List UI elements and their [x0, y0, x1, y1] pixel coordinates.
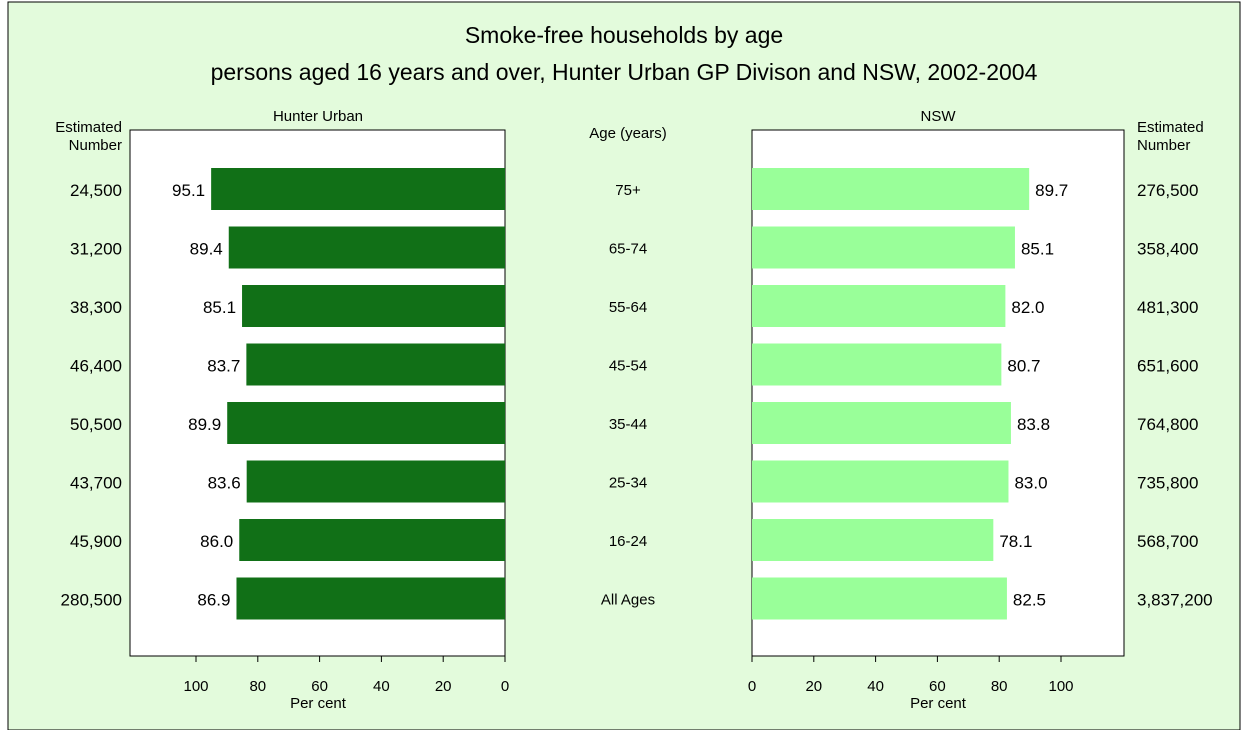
left-panel-title: Hunter Urban: [273, 108, 363, 125]
bar-hunter-urban: [227, 402, 506, 444]
data-label-hunter-urban: 86.0: [200, 532, 233, 551]
left-plot-area: [129, 129, 506, 657]
category-header: Age (years): [589, 125, 667, 142]
category-label: 55-64: [609, 299, 647, 316]
category-label: All Ages: [601, 592, 655, 609]
category-label: 16-24: [609, 533, 647, 550]
bar-nsw: [752, 168, 1030, 210]
bar-nsw: [752, 226, 1015, 269]
bar-nsw: [752, 343, 1002, 386]
bar-hunter-urban: [246, 343, 505, 386]
data-label-hunter-urban: 89.4: [190, 240, 223, 259]
estimated-number-hunter-urban: 46,400: [70, 357, 122, 376]
right-plot-area: [751, 129, 1125, 657]
chart-marks: 75+ 95.1 24,500 89.7 276,500 65-74 89.4 31,200 8…: [61, 168, 1213, 695]
category-label: 65-74: [609, 241, 647, 258]
category-label: 25-34: [609, 475, 647, 492]
right-x-axis-label: Per cent: [910, 695, 967, 712]
bar-nsw: [752, 460, 1009, 503]
bar-hunter-urban: [211, 168, 506, 210]
x-tick-label-nsw: 80: [991, 678, 1008, 695]
x-tick-label-hunter-urban: 80: [249, 678, 266, 695]
x-tick-label-hunter-urban: 40: [373, 678, 390, 695]
x-tick-label-hunter-urban: 100: [183, 678, 208, 695]
estimated-number-hunter-urban: 43,700: [70, 474, 122, 493]
data-label-nsw: 80.7: [1007, 357, 1040, 376]
estimated-number-hunter-urban: 45,900: [70, 532, 122, 551]
data-label-hunter-urban: 83.7: [207, 357, 240, 376]
estimated-number-nsw: 651,600: [1137, 357, 1198, 376]
bar-nsw: [752, 519, 994, 561]
category-label: 35-44: [609, 416, 647, 433]
estimated-number-hunter-urban: 24,500: [70, 181, 122, 200]
data-label-nsw: 82.5: [1013, 591, 1046, 610]
x-tick-label-nsw: 40: [867, 678, 884, 695]
category-label: 45-54: [609, 358, 647, 375]
estimated-number-nsw: 481,300: [1137, 298, 1198, 317]
right-estimated-number-label-line1: Estimated: [1137, 119, 1204, 136]
estimated-number-hunter-urban: 280,500: [61, 591, 122, 610]
bar-hunter-urban: [246, 460, 505, 503]
estimated-number-nsw: 358,400: [1137, 240, 1198, 259]
data-label-hunter-urban: 86.9: [197, 591, 230, 610]
data-label-nsw: 82.0: [1011, 298, 1044, 317]
chart-title: Smoke-free households by age: [465, 22, 783, 48]
chart-subtitle: persons aged 16 years and over, Hunter U…: [211, 59, 1038, 85]
data-label-nsw: 83.0: [1014, 474, 1047, 493]
data-label-nsw: 85.1: [1021, 240, 1054, 259]
bar-hunter-urban: [242, 285, 505, 327]
bar-nsw: [752, 577, 1007, 620]
estimated-number-hunter-urban: 38,300: [70, 298, 122, 317]
estimated-number-nsw: 276,500: [1137, 181, 1198, 200]
x-tick-label-hunter-urban: 60: [311, 678, 328, 695]
estimated-number-hunter-urban: 31,200: [70, 240, 122, 259]
bar-hunter-urban: [239, 519, 505, 561]
estimated-number-nsw: 3,837,200: [1137, 591, 1213, 610]
x-tick-label-nsw: 60: [929, 678, 946, 695]
x-tick-label-hunter-urban: 0: [501, 678, 509, 695]
data-label-nsw: 89.7: [1035, 181, 1068, 200]
bar-nsw: [752, 402, 1011, 444]
left-x-axis-label: Per cent: [290, 695, 347, 712]
bar-hunter-urban: [236, 577, 505, 620]
right-estimated-number-label-line2: Number: [1137, 137, 1190, 154]
estimated-number-nsw: 764,800: [1137, 415, 1198, 434]
estimated-number-hunter-urban: 50,500: [70, 415, 122, 434]
bar-nsw: [752, 285, 1006, 327]
data-label-nsw: 78.1: [999, 532, 1032, 551]
estimated-number-nsw: 735,800: [1137, 474, 1198, 493]
x-tick-label-nsw: 0: [748, 678, 756, 695]
left-estimated-number-label-line2: Number: [69, 137, 122, 154]
left-estimated-number-label-line1: Estimated: [55, 119, 122, 136]
data-label-nsw: 83.8: [1017, 415, 1050, 434]
x-tick-label-hunter-urban: 20: [435, 678, 452, 695]
bar-hunter-urban: [228, 226, 505, 269]
right-panel-title: NSW: [921, 108, 957, 125]
category-label: 75+: [615, 182, 641, 199]
x-tick-label-nsw: 20: [805, 678, 822, 695]
x-tick-label-nsw: 100: [1048, 678, 1073, 695]
data-label-hunter-urban: 83.6: [208, 474, 241, 493]
data-label-hunter-urban: 89.9: [188, 415, 221, 434]
data-label-hunter-urban: 95.1: [172, 181, 205, 200]
estimated-number-nsw: 568,700: [1137, 532, 1198, 551]
data-label-hunter-urban: 85.1: [203, 298, 236, 317]
